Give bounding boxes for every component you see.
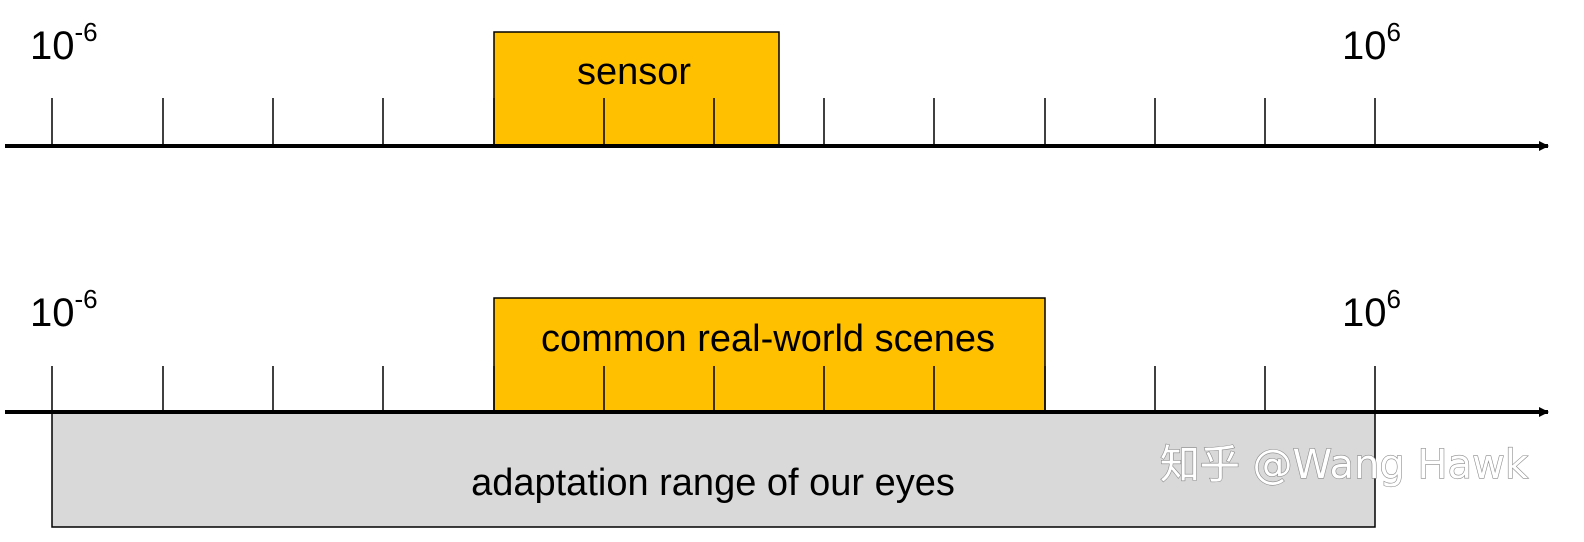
axis-scenes-min-base: 10 (30, 291, 75, 335)
axis-scenes: adaptation range of our eyes common real… (5, 284, 1549, 528)
axis-scenes-ticks (51, 366, 1376, 412)
axis-sensor-min-base: 10 (30, 24, 75, 68)
eyes-adaptation-box (51, 412, 1376, 528)
axis-scenes-min-label: 10-6 (30, 284, 98, 335)
axis-sensor-max-base: 10 (1342, 24, 1387, 68)
watermark: 知乎 @Wang Hawk (1160, 442, 1529, 488)
axis-scenes-min-exponent: -6 (75, 284, 98, 314)
axis-sensor-min-exponent: -6 (75, 17, 98, 47)
axis-sensor-max-label: 106 (1342, 17, 1401, 68)
sensor-range-box (493, 31, 780, 147)
axis-sensor-max-exponent: 6 (1387, 17, 1401, 47)
axis-sensor-ticks (51, 98, 1376, 145)
scenes-range-label: common real-world scenes (541, 318, 995, 360)
axis-scenes-max-label: 106 (1342, 284, 1401, 335)
axis-scenes-max-exponent: 6 (1387, 284, 1401, 314)
axis-scenes-max-base: 10 (1342, 291, 1387, 335)
axis-sensor-min-label: 10-6 (30, 17, 98, 68)
scenes-range-box (493, 297, 1046, 413)
eyes-adaptation-label: adaptation range of our eyes (471, 462, 955, 504)
sensor-range-label: sensor (577, 51, 691, 93)
axis-sensor: sensor 10-6 106 (5, 17, 1549, 151)
